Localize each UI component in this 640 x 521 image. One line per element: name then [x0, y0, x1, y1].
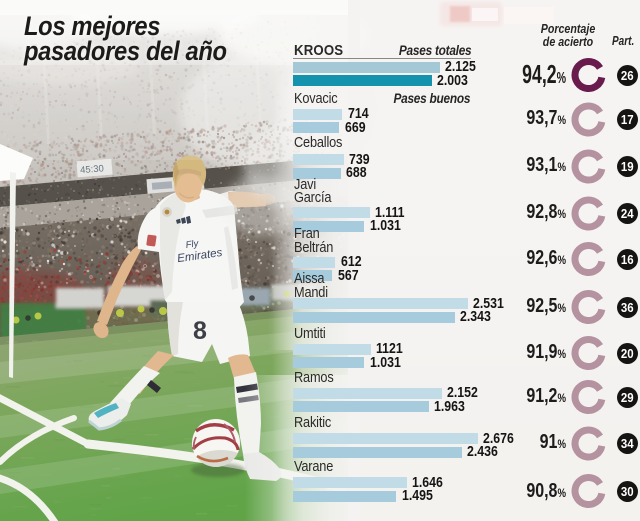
- svg-text:45:30: 45:30: [80, 163, 105, 176]
- svg-text:8: 8: [193, 317, 207, 345]
